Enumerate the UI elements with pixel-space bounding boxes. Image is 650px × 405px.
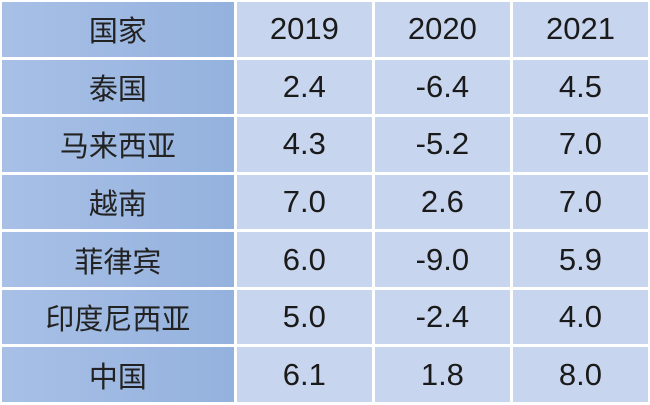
value-cell: -5.2 [374, 117, 510, 172]
value-cell: 6.1 [236, 347, 372, 402]
table-row: 印度尼西亚 5.0 -2.4 4.0 [2, 289, 648, 345]
header-country: 国家 [2, 2, 234, 57]
value-cell: 4.0 [512, 289, 648, 345]
value-cell: 5.9 [512, 232, 648, 287]
value-cell: 7.0 [236, 174, 372, 230]
value-cell: 2.4 [236, 59, 372, 115]
value-cell: -2.4 [374, 289, 510, 345]
value-cell: 7.0 [512, 117, 648, 172]
country-cell: 泰国 [2, 59, 234, 115]
table-row: 马来西亚 4.3 -5.2 7.0 [2, 117, 648, 172]
value-cell: 1.8 [374, 347, 510, 402]
value-cell: 8.0 [512, 347, 648, 402]
value-cell: 5.0 [236, 289, 372, 345]
table-row: 中国 6.1 1.8 8.0 [2, 347, 648, 402]
value-cell: 4.3 [236, 117, 372, 172]
header-row: 国家 2019 2020 2021 [2, 2, 648, 57]
value-cell: -6.4 [374, 59, 510, 115]
value-cell: 7.0 [512, 174, 648, 230]
value-cell: 6.0 [236, 232, 372, 287]
value-cell: -9.0 [374, 232, 510, 287]
header-year: 2019 [236, 2, 372, 57]
value-cell: 2.6 [374, 174, 510, 230]
country-cell: 菲律宾 [2, 232, 234, 287]
value-cell: 4.5 [512, 59, 648, 115]
country-cell: 马来西亚 [2, 117, 234, 172]
table-row: 菲律宾 6.0 -9.0 5.9 [2, 232, 648, 287]
table-row: 泰国 2.4 -6.4 4.5 [2, 59, 648, 115]
header-year: 2020 [374, 2, 510, 57]
country-cell: 越南 [2, 174, 234, 230]
header-year: 2021 [512, 2, 648, 57]
table-row: 越南 7.0 2.6 7.0 [2, 174, 648, 230]
country-cell: 中国 [2, 347, 234, 402]
country-cell: 印度尼西亚 [2, 289, 234, 345]
